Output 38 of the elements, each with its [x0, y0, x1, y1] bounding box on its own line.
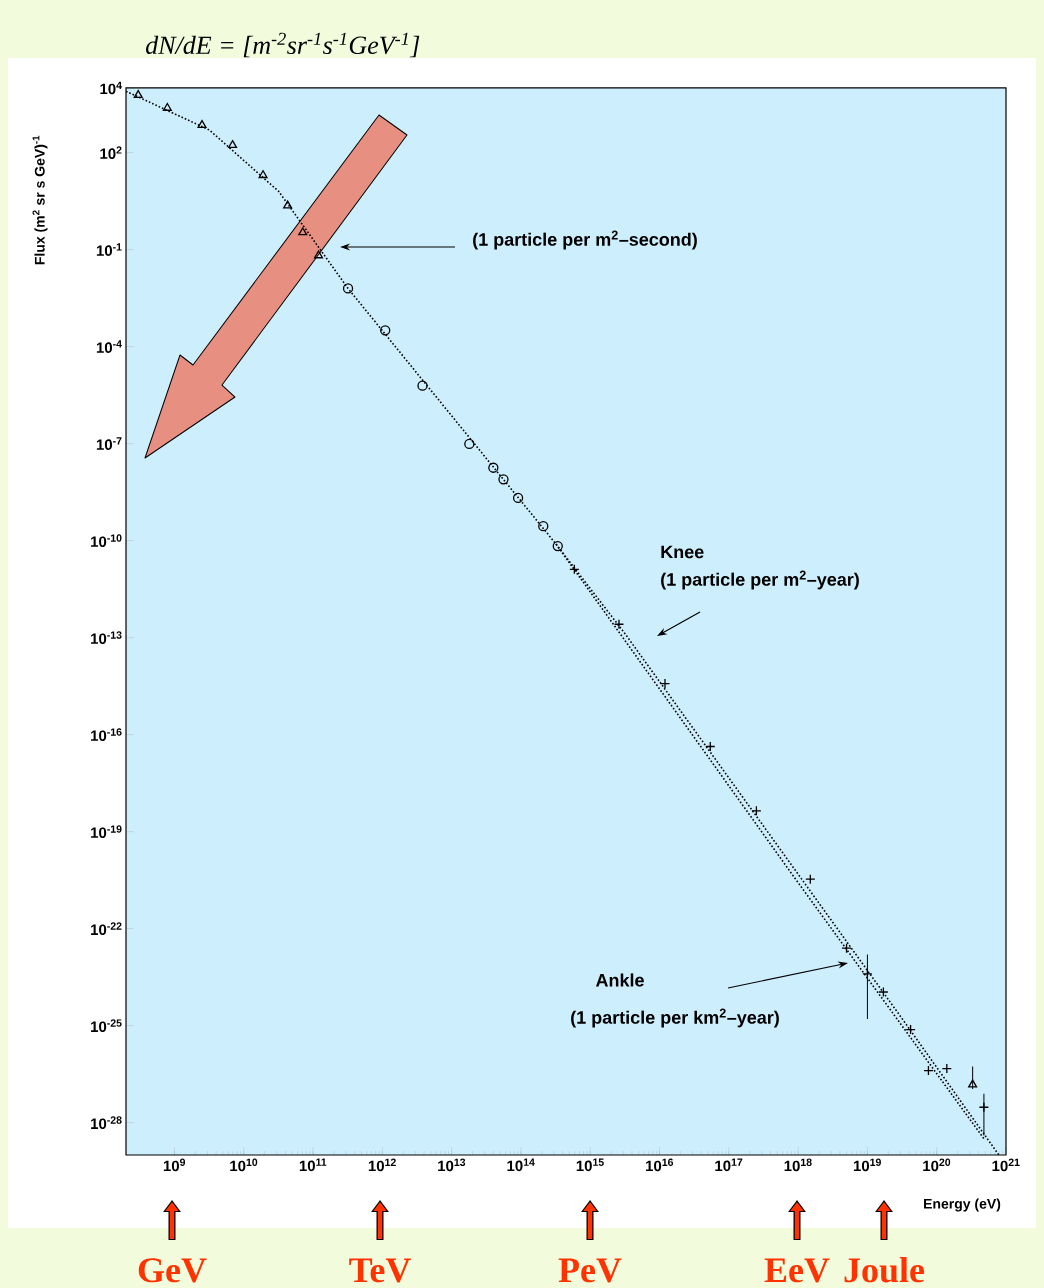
y-tick-label: 10$^{-1}$ [96, 243, 122, 256]
text: TeV [349, 1258, 411, 1283]
x-tick-label: 10$^{18}$ [784, 1158, 812, 1172]
x-tick-label: 10$^{16}$ [646, 1158, 674, 1172]
y-tick-label: 10$^{-4}$ [96, 340, 122, 353]
annotation: Knee [661, 545, 704, 559]
x-tick-label: 10$^{15}$ [576, 1158, 604, 1172]
x-tick-label: 10$^{11}$ [299, 1158, 327, 1172]
text: EeV [764, 1258, 830, 1283]
x-tick-label: 10$^{10}$ [230, 1158, 258, 1172]
y-tick-label: 10$^{-10}$ [91, 534, 122, 547]
text: GeV [138, 1258, 207, 1283]
x-tick-label: 10$^{17}$ [715, 1158, 743, 1172]
x-tick-label: 10$^{20}$ [923, 1158, 951, 1172]
x-tick-label: 10$^{12}$ [368, 1158, 396, 1172]
y-axis-title: Flux (m$^{2}$ sr s GeV)$^{-1}$ [32, 135, 48, 265]
text: dN/dE = [m$^{-2}$sr$^{-1}$s$^{-1}$GeV$^{-1}$] [145, 32, 420, 58]
x-tick-label: 10$^{21}$ [992, 1158, 1020, 1172]
x-tick-label: 10$^{9}$ [163, 1158, 186, 1172]
annotation: (1 particle per m$^{2}$–second) [473, 230, 697, 250]
annotation: (1 particle per m$^{2}$–year) [661, 570, 859, 590]
y-tick-label: 10$^{4}$ [100, 81, 122, 95]
y-tick-label: 10$^{-19}$ [91, 825, 122, 839]
y-tick-label: 10$^{-25}$ [91, 1019, 122, 1033]
annotation: Ankle [595, 973, 644, 987]
x-tick-label: 10$^{19}$ [853, 1158, 881, 1172]
text: PeV [558, 1258, 622, 1283]
y-tick-label: 10$^{-13}$ [91, 631, 122, 644]
text: Joule [844, 1257, 925, 1283]
y-tick-label: 10$^{-7}$ [96, 437, 122, 450]
annotation: (1 particle per km$^{2}$–year) [571, 1008, 779, 1028]
y-tick-label: 10$^{-22}$ [91, 922, 122, 936]
x-axis-title: Energy (eV) [924, 1198, 1001, 1212]
y-tick-label: 10$^{-16}$ [91, 728, 122, 742]
y-tick-label: 10$^{2}$ [100, 146, 122, 159]
x-tick-label: 10$^{14}$ [507, 1158, 535, 1172]
y-tick-label: 10$^{-28}$ [91, 1116, 122, 1130]
x-tick-label: 10$^{13}$ [438, 1158, 466, 1172]
